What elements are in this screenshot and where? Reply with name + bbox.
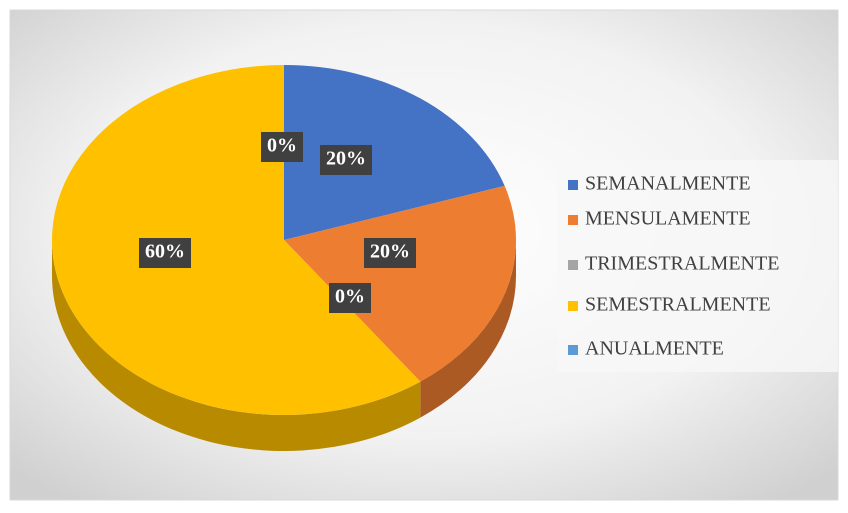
slice xyxy=(51,65,421,416)
legend-swatch xyxy=(568,260,578,270)
legend-label: ANUALMENTE xyxy=(585,338,724,360)
legend-swatch xyxy=(568,215,578,225)
data-label-text: 20% xyxy=(370,241,410,263)
data-label-text: 0% xyxy=(335,286,365,308)
data-label-box xyxy=(139,238,191,268)
data-label-text: 20% xyxy=(326,148,366,170)
slice xyxy=(284,185,516,382)
slice xyxy=(284,65,505,240)
legend-swatch xyxy=(568,301,578,311)
legend-label: SEMESTRALMENTE xyxy=(585,294,771,316)
slice-side xyxy=(51,240,421,451)
data-label-box xyxy=(320,145,372,175)
data-label: 0% xyxy=(261,132,303,162)
legend-box xyxy=(557,160,838,372)
legend-swatch xyxy=(568,345,578,355)
legend-label: TRIMESTRALMENTE xyxy=(585,253,779,275)
data-label: 20% xyxy=(320,145,372,175)
data-label-text: 60% xyxy=(145,241,185,263)
data-label: 20% xyxy=(364,238,416,268)
data-label: 60% xyxy=(139,238,191,268)
legend-label: MENSULAMENTE xyxy=(585,208,751,230)
data-label-box xyxy=(329,283,371,313)
slice-side xyxy=(420,240,516,418)
data-label-box xyxy=(261,132,303,162)
data-label: 0% xyxy=(329,283,371,313)
data-label-text: 0% xyxy=(267,135,297,157)
data-label-box xyxy=(364,238,416,268)
legend-label: SEMANALMENTE xyxy=(585,173,751,195)
legend-swatch xyxy=(568,180,578,190)
